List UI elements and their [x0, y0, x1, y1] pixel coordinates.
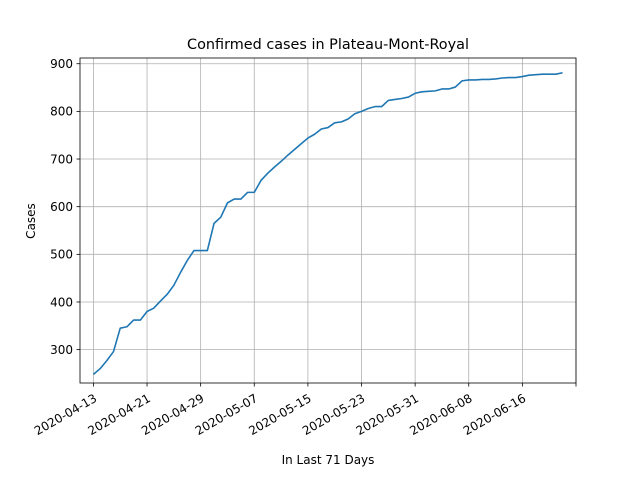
y-axis: 300 400 500 600 700 800 900 [50, 57, 80, 357]
chart-title: Confirmed cases in Plateau-Mont-Royal [187, 37, 469, 53]
series-layer [92, 71, 563, 376]
y-tick-label: 400 [50, 295, 73, 309]
y-tick-label: 900 [50, 57, 73, 71]
y-tick-label: 800 [50, 105, 73, 119]
plot-frame [79, 57, 577, 384]
y-tick-label: 500 [50, 248, 73, 262]
y-tick-label: 600 [50, 200, 73, 214]
grid [80, 58, 577, 383]
y-tick-label: 700 [50, 152, 73, 166]
series-line [92, 71, 563, 376]
x-axis: 2020-04-132020-04-212020-04-292020-05-07… [32, 383, 577, 438]
y-axis-label: Cases [24, 203, 38, 239]
y-tick-label: 300 [50, 343, 73, 357]
x-axis-label: In Last 71 Days [282, 453, 375, 467]
